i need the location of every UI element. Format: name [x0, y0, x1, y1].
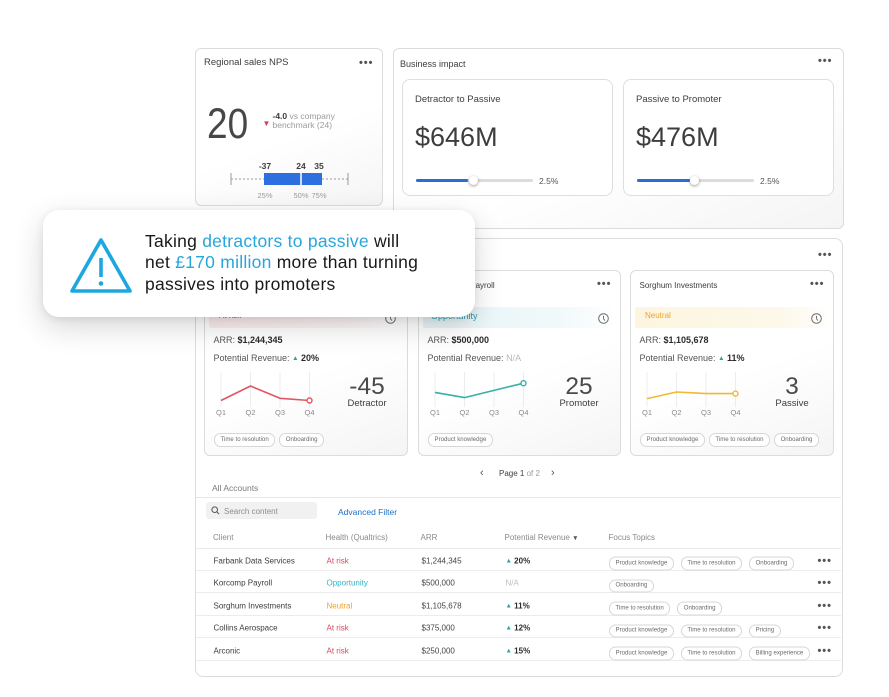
svg-text:24: 24: [296, 161, 306, 171]
svg-text:Q2: Q2: [671, 408, 681, 417]
svg-text:Q2: Q2: [459, 408, 469, 417]
svg-text:50%: 50%: [293, 191, 308, 200]
svg-text:75%: 75%: [311, 191, 326, 200]
svg-text:Q3: Q3: [275, 408, 285, 417]
svg-text:Q4: Q4: [730, 408, 740, 417]
svg-text:Q1: Q1: [430, 408, 440, 417]
svg-text:Q1: Q1: [216, 408, 226, 417]
svg-text:Q3: Q3: [701, 408, 711, 417]
svg-text:Q3: Q3: [489, 408, 499, 417]
svg-text:Q4: Q4: [518, 408, 528, 417]
svg-text:35: 35: [314, 161, 324, 171]
svg-text:Q1: Q1: [642, 408, 652, 417]
svg-text:-37: -37: [258, 161, 271, 171]
svg-text:Q2: Q2: [245, 408, 255, 417]
svg-text:25%: 25%: [257, 191, 272, 200]
svg-text:Q4: Q4: [304, 408, 314, 417]
